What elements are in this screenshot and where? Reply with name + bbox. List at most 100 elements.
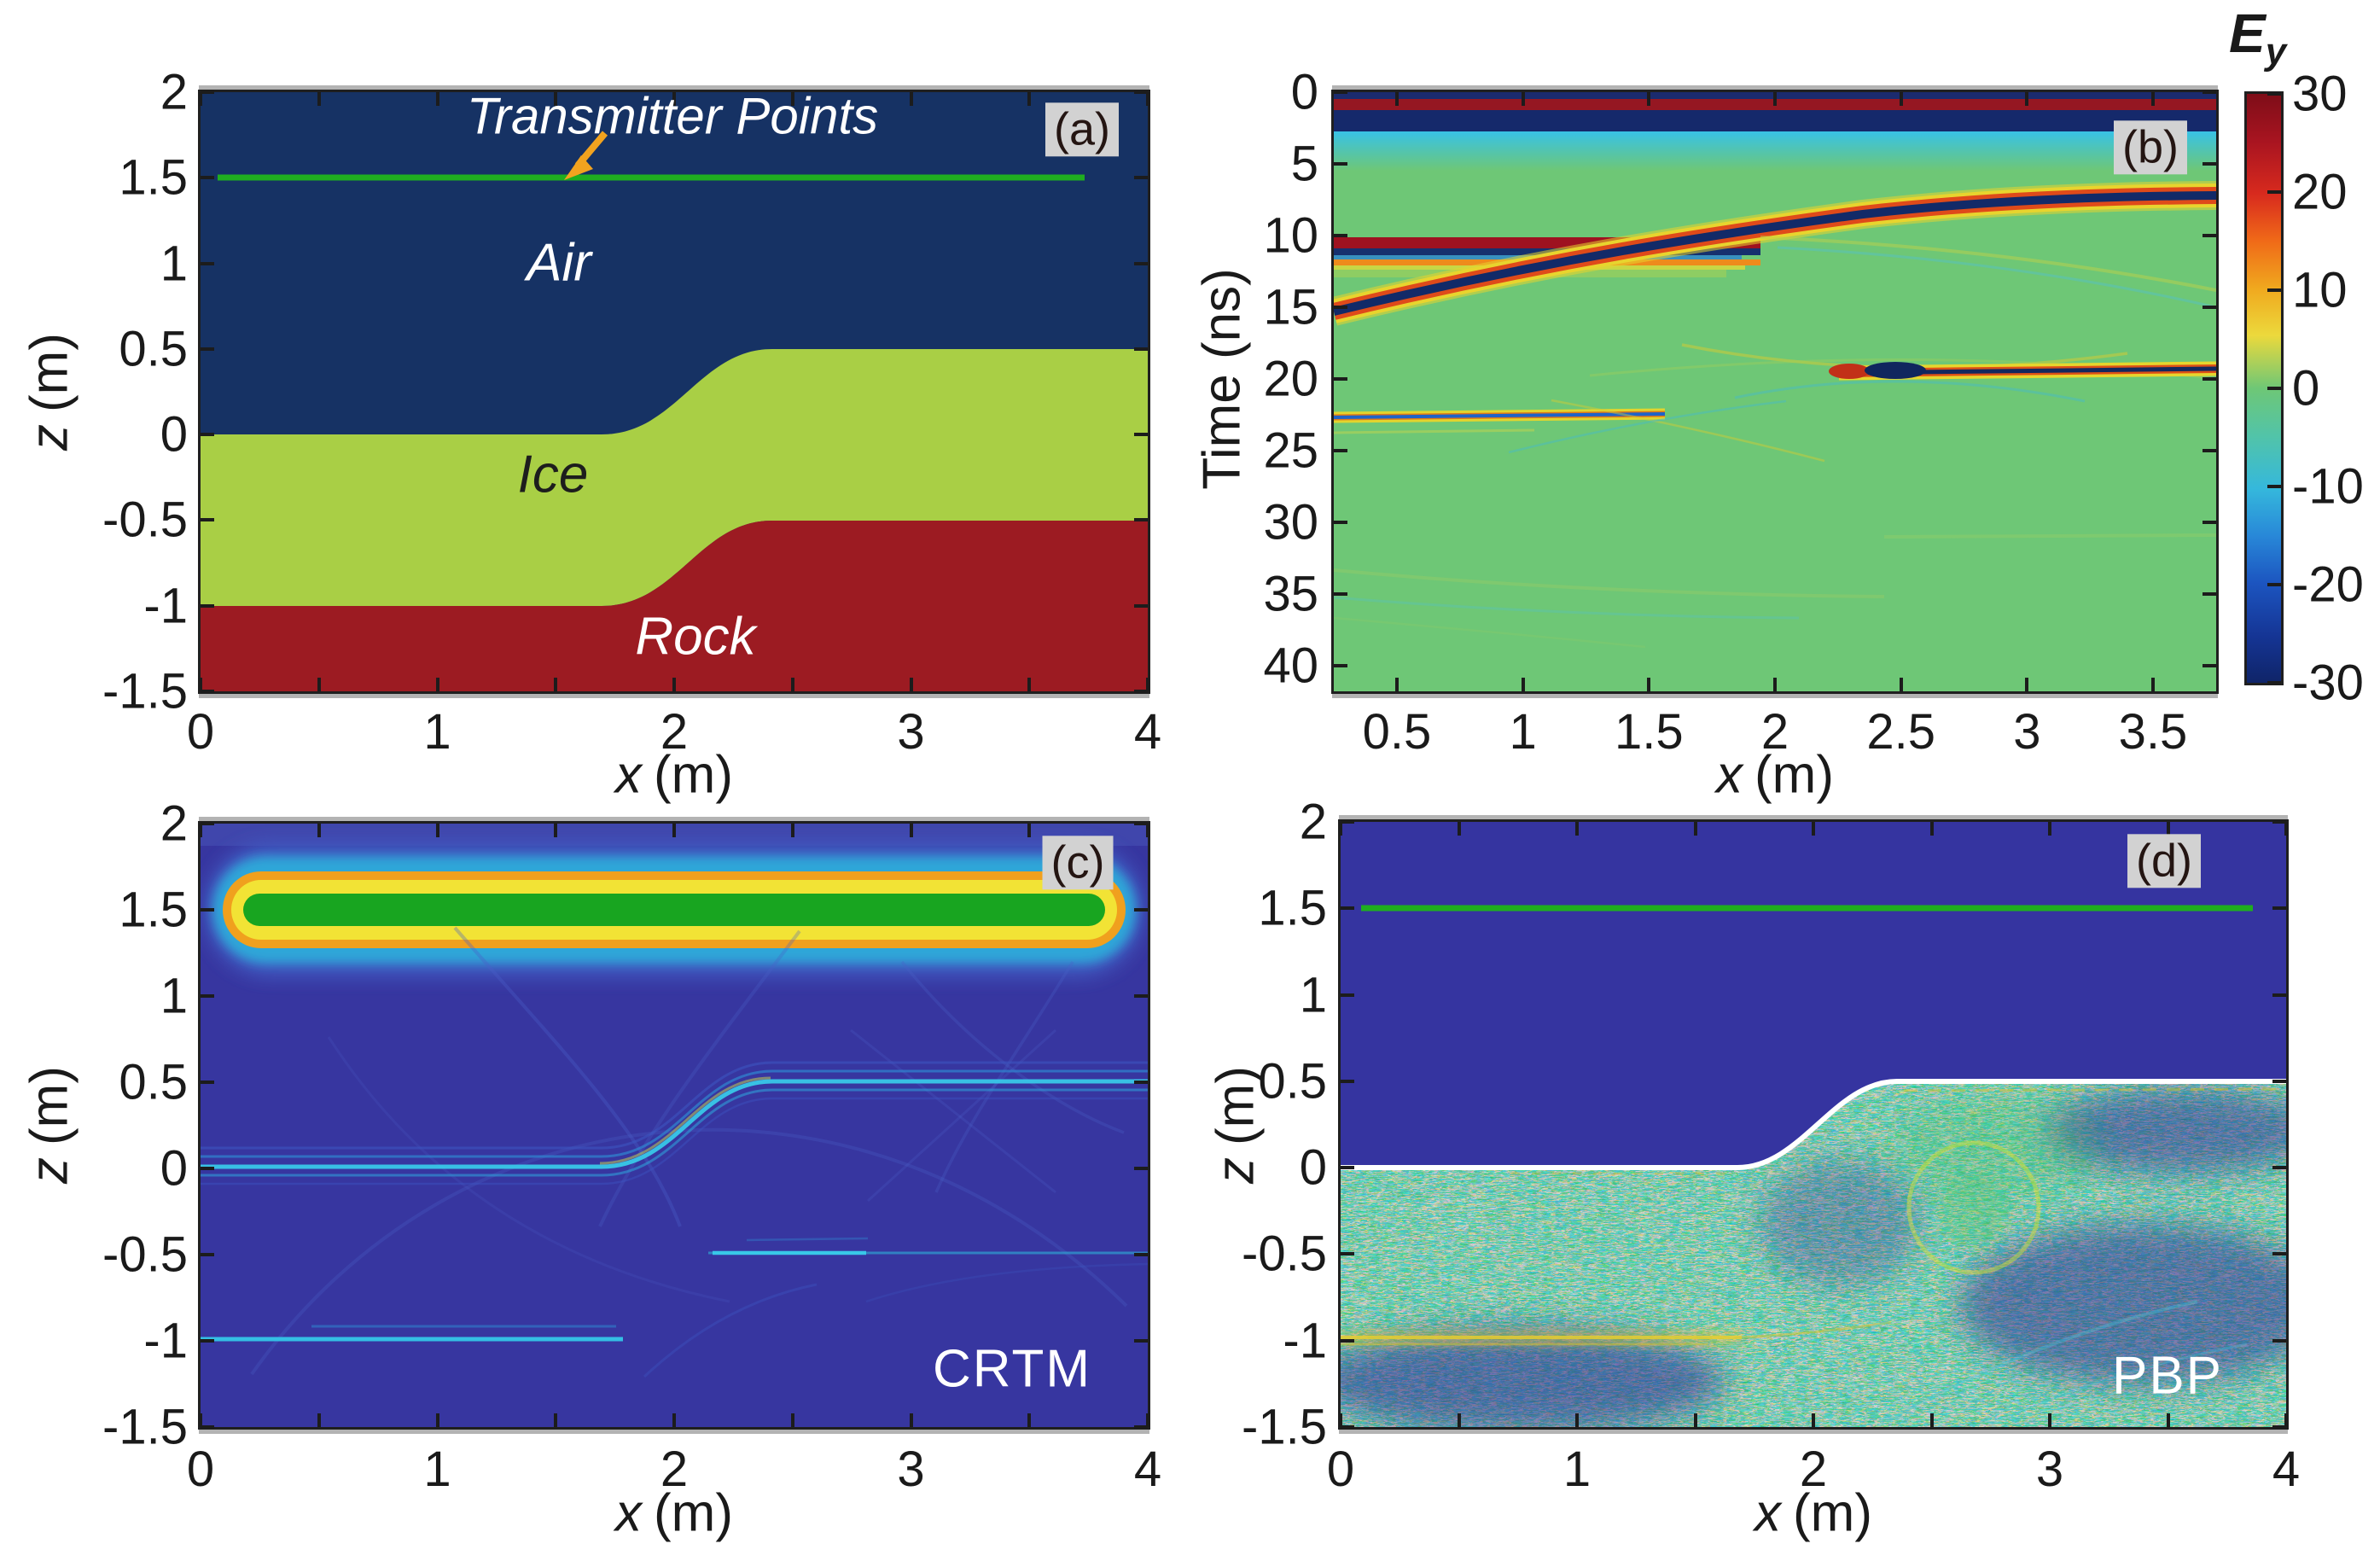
tick-label: 0 [186,704,215,760]
tick-label: 0 [186,1442,215,1497]
air-ice-interface-image [201,1061,1148,1185]
tick-label: 0.5 [1258,1053,1327,1110]
tick-label: 0.5 [119,1054,188,1110]
tick-label: 1 [160,968,188,1024]
tick-label: -1 [1283,1313,1327,1369]
tick-label: 30 [2292,66,2348,122]
tick-label: -0.5 [1242,1226,1327,1282]
panel-a-y-axis-label: z(m) [20,333,79,451]
tick-label: 1.5 [1258,880,1327,936]
rock-label: Rock [635,607,756,667]
tick-label: -1 [143,578,188,634]
tick-label: 3 [2035,1442,2064,1497]
panel-a-y-tick-labels: 2 1.5 1 0.5 0 -0.5 -1 -1.5 [73,65,188,719]
panel-d-y-tick-labels: 2 1.5 1 0.5 0 -0.5 -1 -1.5 [1212,795,1327,1455]
panel-c-x-axis-label: x (m) [615,1483,733,1543]
tick-label: 0 [2292,360,2320,417]
panel-b-y-axis-label: Time (ns) [1192,268,1252,490]
tick-label: 2 [1760,704,1789,760]
source-energy-band [204,842,1144,977]
tick-label: 3 [2013,704,2041,760]
tick-label: 1.5 [1615,704,1684,760]
reflection-left-deep [1334,399,1825,463]
tick-label: 2 [660,1442,689,1497]
tick-label: -0.5 [102,492,188,548]
panel-d-y-axis-label: z(m) [1206,1066,1266,1184]
tick-label: 1 [160,236,188,292]
tick-label: 2 [160,795,188,852]
tick-label: 3.5 [2118,704,2188,760]
panel-d-plot [1338,819,2289,1430]
panel-a-plot [198,90,1150,694]
panel-c-crtm-image [201,824,1148,1427]
tick-label: 0.5 [1362,704,1432,760]
tick-label: -1 [143,1313,188,1369]
panel-d-x-tick-labels: 0 1 2 3 4 [1327,1441,2300,1500]
tick-label: 25 [1263,422,1318,479]
tick-label: 15 [1263,279,1318,335]
tick-label: 2.5 [1866,704,1935,760]
panel-d-tag: (d) [2127,834,2201,888]
circular-anomaly [1906,1140,2041,1275]
tick-label: 1 [1509,704,1537,760]
panel-d-x-axis-label: x (m) [1754,1483,1872,1543]
tick-label: 1 [423,1442,451,1497]
tick-label: -0.5 [102,1226,188,1283]
ice-rock-interface-image [201,1237,1148,1378]
tick-label: -30 [2292,655,2364,711]
panel-a-tag: (a) [1045,102,1119,157]
transmitter-points-label: Transmitter Points [466,87,879,145]
tick-label: 30 [1263,494,1318,550]
panel-b-y-tick-labels: 0 5 10 15 20 25 30 35 40 [1203,65,1318,694]
tick-label: 3 [897,1442,925,1497]
colorbar-gradient [2247,94,2281,683]
tick-label: 35 [1263,566,1318,622]
panel-b-x-tick-labels: 0.5 1 1.5 2 2.5 3 3.5 [1363,703,2188,763]
tick-label: 1 [423,704,451,760]
panel-a-x-tick-labels: 0 1 2 3 4 [187,703,1161,763]
transmitter-arrow-icon [564,131,608,180]
tick-label: 4 [1133,704,1162,760]
tick-label: -20 [2292,556,2364,613]
tick-label: 1 [1299,967,1327,1023]
panel-a-model-image [201,92,1148,691]
tick-label: 0 [1299,1139,1327,1196]
crtm-method-label: CRTM [933,1339,1091,1399]
tick-label: 40 [1263,638,1318,694]
panel-b-plot [1331,90,2219,694]
tick-label: 2 [160,64,188,120]
tick-label: 0 [1326,1442,1355,1497]
tick-label: 20 [2292,164,2348,220]
tick-label: 0 [160,406,188,463]
tick-label: -1.5 [1242,1399,1327,1455]
ice-label: Ice [517,445,589,504]
tick-label: 2 [1299,794,1327,850]
panel-b-tag: (b) [2114,120,2187,175]
panel-a-x-axis-label: x (m) [615,745,733,805]
tick-label: 1.5 [119,149,188,206]
colorbar-title: Ey [2229,3,2287,73]
reflection-dipping [1334,181,2216,326]
tick-label: 10 [2292,262,2348,318]
panel-c-x-tick-labels: 0 1 2 3 4 [187,1441,1161,1500]
tick-label: 2 [1799,1442,1828,1497]
panel-c-plot [198,821,1150,1430]
colorbar [2244,91,2284,685]
air-label: Air [527,233,591,293]
recovered-interface-line [1341,1079,2286,1170]
tick-label: 0 [1290,64,1318,120]
tick-label: 10 [1263,207,1318,264]
panel-c-y-tick-labels: 2 1.5 1 0.5 0 -0.5 -1 -1.5 [73,796,188,1455]
tick-label: 3 [897,704,925,760]
panel-d-pbp-image [1341,822,2286,1427]
panel-b-x-axis-label: x (m) [1716,745,1834,805]
tick-label: 4 [2272,1442,2301,1497]
tick-label: -1.5 [102,1399,188,1455]
tick-label: -10 [2292,458,2364,515]
tick-label: 5 [1290,136,1318,192]
tick-label: 0.5 [119,321,188,377]
faint-multiples [1334,533,2216,649]
panel-c-y-axis-label: z(m) [20,1066,79,1184]
colorbar-tick-labels: 30 20 10 0 -10 -20 -30 [2292,67,2380,711]
panel-c-tag: (c) [1042,836,1114,890]
